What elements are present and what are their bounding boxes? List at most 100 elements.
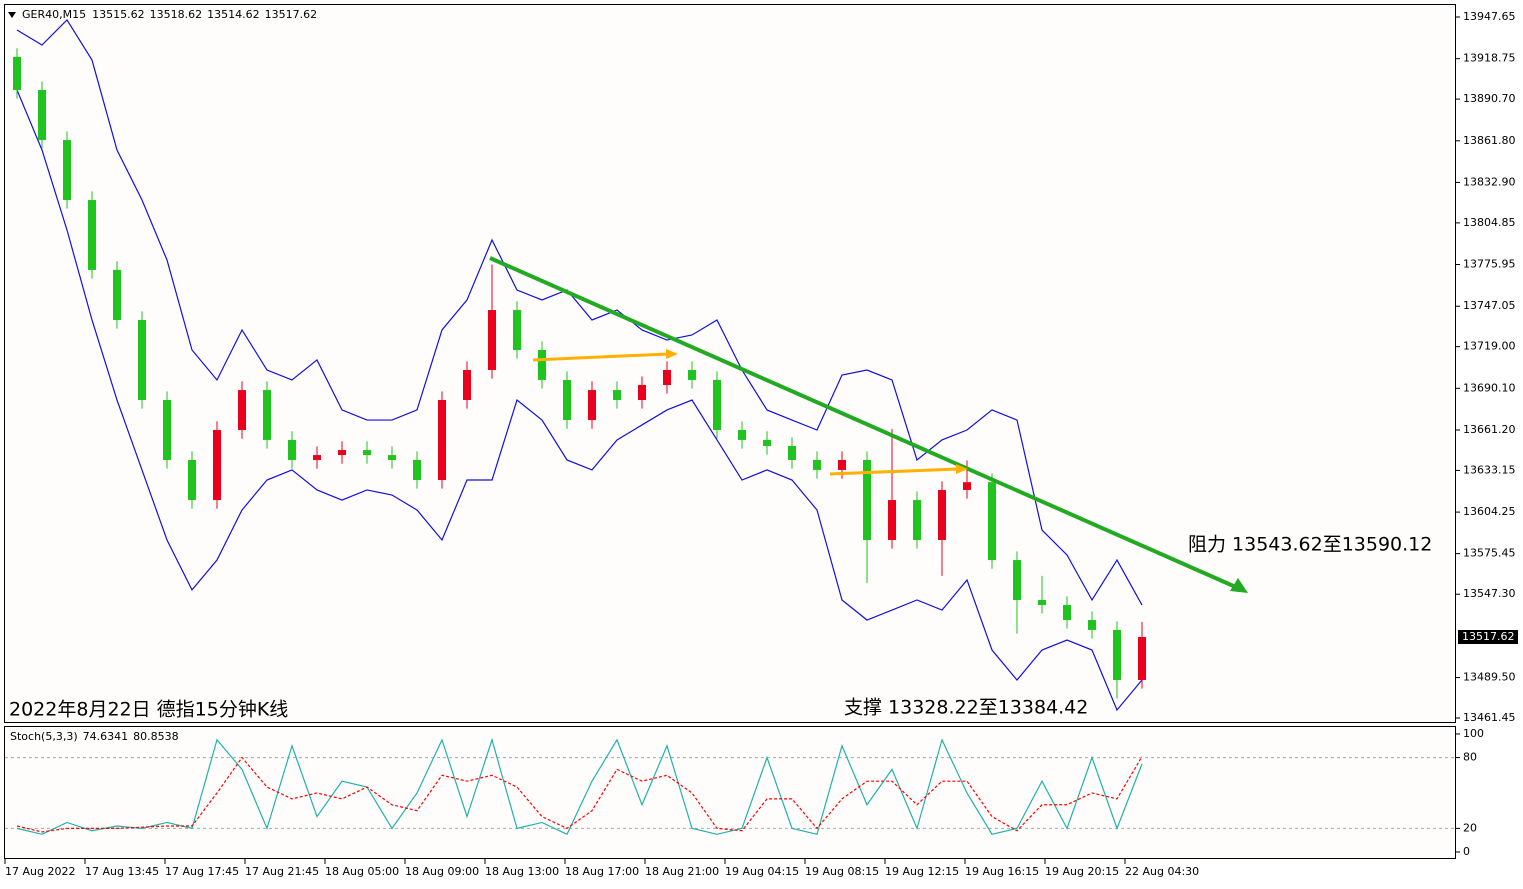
candle-body [438,400,446,481]
candle-body [588,390,596,421]
candle-body [813,459,821,470]
candle-body [788,445,796,460]
stoch-header: Stoch(5,3,3) 74.6341 80.8538 [10,730,179,743]
x-tick-label: 17 Aug 13:45 [85,865,159,878]
y-tick-label: 13861.80 [1463,134,1516,147]
y-tick-label: 0 [1463,845,1470,858]
orange-arrow [829,467,959,476]
y-tick-label: 80 [1463,751,1477,764]
y-tick-label: 13604.25 [1463,505,1516,518]
candle-body [38,90,46,141]
y-tick-label: 13461.45 [1463,711,1516,724]
stoch-line [16,737,1143,836]
low: 13514.62 [207,8,260,21]
candle-body [838,459,846,470]
candle-body [338,450,346,456]
candle-body [1138,637,1146,681]
candle-body [1088,620,1096,630]
candle-body [538,349,546,380]
x-tick-label: 19 Aug 16:15 [965,865,1039,878]
candle-body [613,390,621,401]
candle-body [913,500,921,541]
x-tick-label: 19 Aug 04:15 [725,865,799,878]
y-tick-label: 13832.90 [1463,175,1516,188]
candle-body [313,455,321,460]
x-tick-label: 19 Aug 20:15 [1045,865,1119,878]
stoch-line [16,756,1143,833]
chart-caption: 2022年8月22日 德指15分钟K线 [9,699,288,721]
open: 13515.62 [92,8,145,21]
candle-body [238,390,246,430]
candle-body [288,439,296,460]
candle-body [563,379,571,421]
y-tick-label: 100 [1463,727,1484,740]
y-tick-label: 13947.65 [1463,10,1516,23]
y-tick-label: 20 [1463,821,1477,834]
candle-body [663,370,671,386]
candle-body [413,459,421,481]
price-tag-label: 13517.62 [1462,630,1515,643]
candle-body [1013,560,1021,600]
candle-body [938,489,946,541]
candle-body [138,319,146,401]
y-tick-label: 13547.30 [1463,587,1516,600]
y-tick-label: 13775.95 [1463,258,1516,271]
y-tick-label: 13804.85 [1463,216,1516,229]
stoch-title: Stoch(5,3,3) [10,730,78,743]
stoch-panel [4,726,1456,859]
candle-body [463,370,471,401]
y-tick-label: 13661.20 [1463,423,1516,436]
y-tick-label: 13575.45 [1463,547,1516,560]
x-tick-label: 19 Aug 08:15 [805,865,879,878]
x-tick-label: 18 Aug 21:00 [645,865,719,878]
high: 13518.62 [150,8,203,21]
candle-body [488,310,496,371]
candle-body [638,385,646,401]
symbol: GER40,M15 [22,8,86,21]
candle-body [1063,605,1071,621]
y-tick-label: 13633.15 [1463,463,1516,476]
candle-body [213,429,221,501]
trend-line [489,256,1239,590]
y-tick-label: 13890.70 [1463,92,1516,105]
close: 13517.62 [265,8,318,21]
resistance-note: 阻力 13543.62至13590.12 [1188,534,1432,556]
orange-arrowhead [956,464,968,474]
x-tick-label: 17 Aug 21:45 [245,865,319,878]
x-tick-label: 17 Aug 17:45 [165,865,239,878]
orange-arrow [532,352,669,362]
candle-body [688,370,696,380]
candle-body [63,140,71,201]
y-tick-label: 13489.50 [1463,671,1516,684]
orange-arrowhead [666,349,678,359]
candle-body [863,459,871,541]
candle-body [738,429,746,440]
candle-body [513,310,521,350]
bollinger-band [16,89,1143,712]
candle-body [363,450,371,456]
x-tick-label: 18 Aug 05:00 [325,865,399,878]
stoch-k: 74.6341 [83,730,129,743]
header: GER40,M15 13515.62 13518.62 13514.62 13517.6… [22,8,317,21]
x-tick-label: 19 Aug 12:15 [885,865,959,878]
menu-icon [8,12,16,18]
x-tick-label: 18 Aug 17:00 [565,865,639,878]
candle-body [963,482,971,490]
price-tag [1458,630,1518,645]
x-tick-label: 18 Aug 09:00 [405,865,479,878]
support-note: 支撑 13328.22至13384.42 [844,697,1088,719]
stoch-d: 80.8538 [133,730,179,743]
x-tick-label: 22 Aug 04:30 [1125,865,1199,878]
candle-body [888,500,896,541]
candle-body [1038,599,1046,606]
y-tick-label: 13719.00 [1463,340,1516,353]
candle-body [763,439,771,446]
y-tick-label: 13690.10 [1463,381,1516,394]
y-tick-label: 13918.75 [1463,52,1516,65]
candle-body [713,379,721,430]
candle-body [88,200,96,270]
candle-body [1113,629,1121,681]
candle-body [113,269,121,320]
candle-body [388,455,396,460]
